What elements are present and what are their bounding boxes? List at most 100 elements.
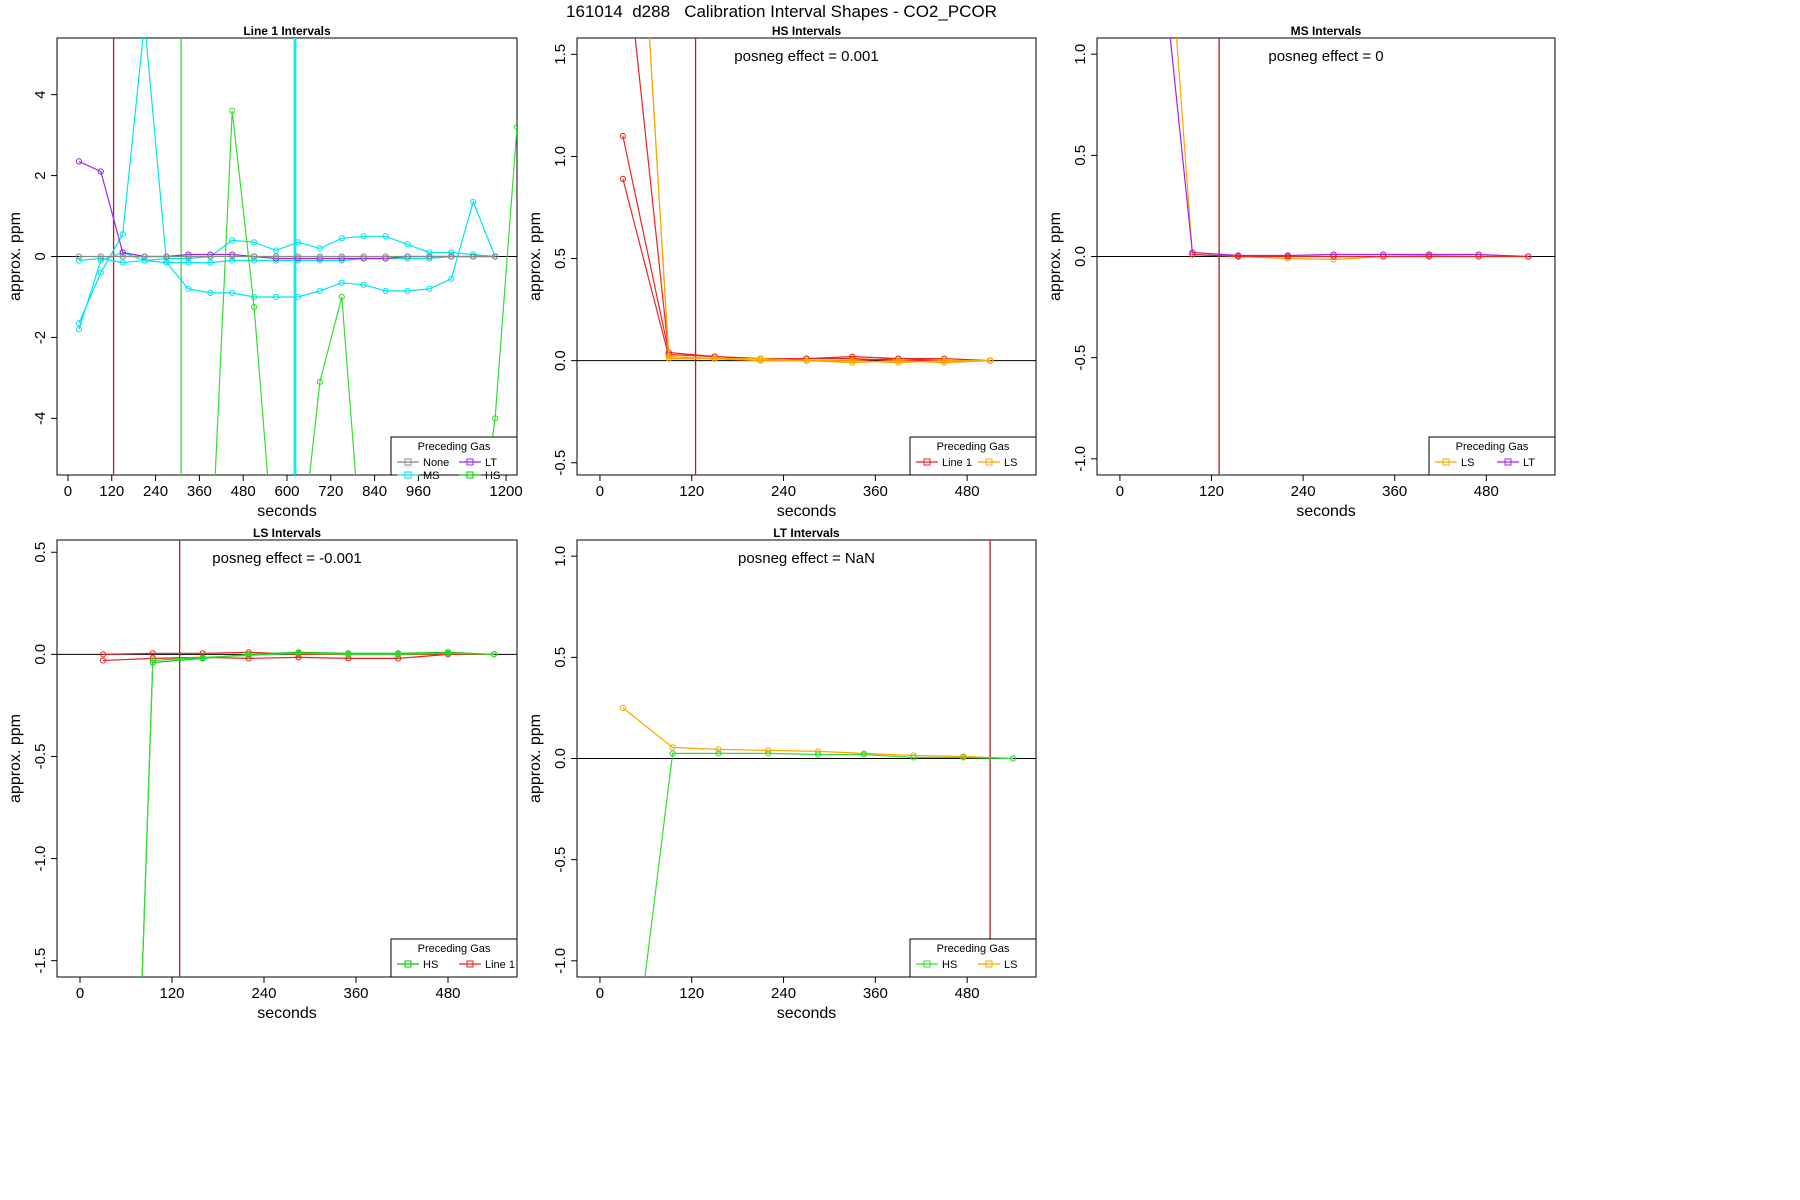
data-point <box>338 253 345 260</box>
data-point <box>619 704 627 712</box>
plot-area <box>57 540 517 1004</box>
y-tick-label: 0.0 <box>552 350 569 371</box>
legend-label: MS <box>423 470 440 482</box>
data-point <box>294 293 302 301</box>
data-point <box>471 578 476 583</box>
legend-swatch-marker <box>923 960 931 968</box>
x-tick-label: 480 <box>1474 483 1499 500</box>
x-tick-label: 960 <box>406 483 431 500</box>
data-point <box>470 253 477 260</box>
data-point <box>669 750 676 757</box>
panel-title: LT Intervals <box>773 526 840 540</box>
legend-swatch-marker <box>1442 458 1450 466</box>
plot-area <box>57 38 517 583</box>
data-point <box>360 253 367 260</box>
data-point <box>139 999 144 1004</box>
data-point <box>448 253 455 260</box>
data-point <box>316 253 323 260</box>
data-point <box>715 746 722 753</box>
y-tick-label: 1.0 <box>1072 44 1089 65</box>
legend-label: None <box>423 457 449 469</box>
x-tick-label: 240 <box>143 483 168 500</box>
data-point <box>338 235 345 242</box>
legend-label: Line 1 <box>485 959 515 971</box>
data-point <box>757 355 764 362</box>
data-point <box>229 289 236 297</box>
data-point <box>490 651 498 658</box>
data-point <box>715 750 722 757</box>
y-tick-label: -0.5 <box>552 847 569 873</box>
data-point <box>141 253 148 260</box>
data-point <box>814 751 822 758</box>
legend-swatch-marker <box>466 960 474 968</box>
y-tick-label: 0.0 <box>1072 246 1089 267</box>
data-point <box>803 355 810 362</box>
series-line <box>214 110 517 475</box>
y-axis-label: approx. ppm <box>1047 212 1064 301</box>
data-point <box>803 357 810 364</box>
data-point <box>119 231 126 238</box>
data-point <box>229 257 236 264</box>
series-line <box>622 135 991 362</box>
x-tick-label: 600 <box>274 483 299 500</box>
data-point <box>295 650 302 657</box>
y-tick-label: 0.5 <box>552 248 569 269</box>
x-tick-label: 360 <box>1382 483 1407 500</box>
y-axis-label: approx. ppm <box>7 212 24 301</box>
legend-label: HS <box>485 470 500 482</box>
x-tick-label: 360 <box>343 985 368 1002</box>
x-tick-label: 0 <box>76 985 84 1002</box>
data-point <box>960 754 967 761</box>
data-point <box>185 285 192 292</box>
data-point <box>272 253 280 260</box>
legend-label: LT <box>1523 457 1535 469</box>
data-point <box>272 247 280 254</box>
data-point <box>251 303 258 311</box>
data-point <box>99 657 107 664</box>
legend-swatch-marker <box>404 960 412 968</box>
figure-title: 161014 d288 Calibration Interval Shapes … <box>566 2 997 21</box>
legend-box <box>390 436 518 476</box>
y-tick-label: 0.5 <box>32 542 49 563</box>
data-point <box>75 320 83 327</box>
y-tick-label: -0.5 <box>32 744 49 770</box>
data-point <box>163 259 170 266</box>
data-point <box>119 253 126 260</box>
data-point <box>491 415 499 422</box>
data-point <box>75 158 83 165</box>
x-tick-label: 480 <box>231 483 256 500</box>
x-tick-label: 360 <box>187 483 212 500</box>
legend-title: Preceding Gas <box>937 943 1010 955</box>
data-point <box>895 357 902 364</box>
y-tick-label: 1.0 <box>552 546 569 567</box>
x-tick-label: 1200 <box>489 483 522 500</box>
data-point <box>316 245 323 252</box>
y-tick-label: -0.5 <box>552 450 569 476</box>
x-tick-label: 0 <box>596 483 604 500</box>
data-point <box>404 241 411 248</box>
data-point <box>229 107 236 114</box>
data-point <box>910 754 917 761</box>
data-point <box>207 289 214 297</box>
data-point <box>404 253 411 260</box>
x-tick-label: 120 <box>679 483 704 500</box>
x-tick-label: 120 <box>1199 483 1224 500</box>
legend-title: Preceding Gas <box>937 441 1010 453</box>
data-point <box>639 999 644 1004</box>
data-point <box>338 293 345 301</box>
y-tick-label: -1.0 <box>32 846 49 872</box>
legend-box <box>909 938 1037 978</box>
data-point <box>338 279 345 286</box>
data-point <box>941 355 948 362</box>
legend-label: HS <box>942 959 957 971</box>
data-point <box>427 578 432 583</box>
legend-box <box>909 436 1037 476</box>
series-line <box>78 160 496 260</box>
legend-title: Preceding Gas <box>418 943 491 955</box>
data-point <box>491 253 499 260</box>
data-point <box>207 259 214 266</box>
legend-label: LS <box>1461 457 1474 469</box>
x-axis-label: seconds <box>257 1005 317 1022</box>
x-tick-label: 120 <box>99 483 124 500</box>
